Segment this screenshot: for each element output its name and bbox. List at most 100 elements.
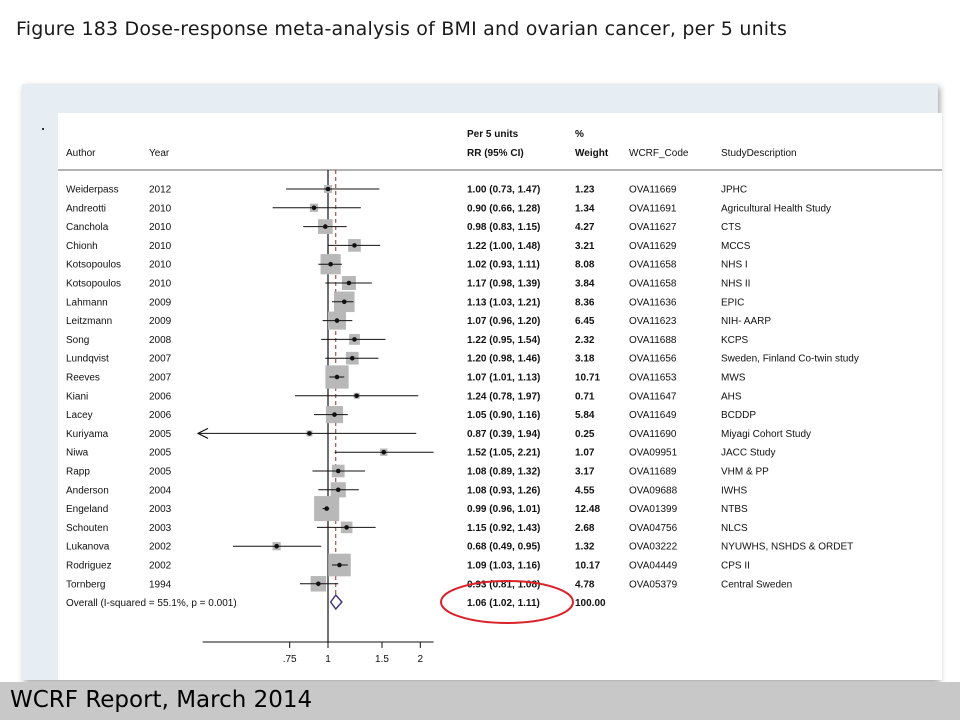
study-desc: VHM & PP — [721, 467, 769, 478]
overall-row: Overall (I-squared = 55.1%, p = 0.001) 1… — [66, 580, 606, 624]
header-weight-top: % — [575, 129, 584, 140]
study-code: OVA09688 — [629, 485, 678, 496]
study-code: OVA11690 — [629, 429, 677, 440]
study-weight: 2.32 — [575, 335, 595, 346]
study-year: 2007 — [149, 373, 172, 384]
header-desc: StudyDescription — [721, 148, 797, 159]
study-desc: NLCS — [721, 523, 748, 534]
study-weight: 0.25 — [575, 429, 595, 440]
study-code: OVA05379 — [629, 579, 678, 590]
study-desc: Agricultural Health Study — [721, 203, 831, 214]
study-desc: NYUWHS, NSHDS & ORDET — [721, 542, 853, 553]
study-rr-text: 0.99 (0.96, 1.01) — [467, 504, 540, 515]
study-year: 2010 — [149, 222, 172, 233]
study-desc: Central Sweden — [721, 579, 792, 590]
study-point — [334, 318, 340, 323]
study-desc: KCPS — [721, 335, 749, 346]
study-year: 2003 — [149, 523, 172, 534]
study-desc: Sweden, Finland Co-twin study — [721, 354, 859, 365]
study-weight: 6.45 — [575, 316, 595, 327]
study-rr-text: 0.93 (0.81, 1.08) — [467, 579, 540, 590]
study-weight: 12.48 — [575, 504, 600, 515]
x-axis: .75 1 1.5 2 — [202, 641, 434, 665]
study-point — [316, 581, 321, 587]
study-point — [335, 487, 341, 493]
study-point — [341, 299, 347, 305]
study-weight: 1.07 — [575, 448, 595, 459]
study-author: Schouten — [66, 523, 108, 534]
study-point — [324, 506, 329, 511]
study-desc: IWHS — [721, 485, 747, 496]
study-rr-text: 0.98 (0.83, 1.15) — [467, 222, 540, 233]
footer-text: WCRF Report, March 2014 — [10, 687, 313, 713]
study-point — [323, 224, 328, 229]
study-author: Leitzmann — [66, 316, 112, 327]
study-point — [354, 393, 359, 399]
study-year: 2009 — [149, 297, 172, 308]
study-rr-text: 1.00 (0.73, 1.47) — [467, 185, 540, 196]
study-author: Anderson — [66, 485, 109, 496]
study-rr-text: 1.09 (1.03, 1.16) — [467, 561, 540, 572]
study-year: 2006 — [149, 410, 172, 421]
study-code: OVA11656 — [629, 354, 677, 365]
study-author: Kotsopoulos — [66, 279, 121, 290]
study-author: Andreotti — [66, 203, 106, 214]
study-point — [332, 412, 337, 417]
study-code: OVA09951 — [629, 448, 678, 459]
study-code: OVA11647 — [629, 391, 677, 402]
study-rr-text: 1.20 (0.98, 1.46) — [467, 354, 540, 365]
study-code: OVA11649 — [629, 410, 677, 421]
study-desc: CTS — [721, 222, 741, 233]
study-point — [352, 243, 357, 248]
study-desc: NHS I — [721, 260, 748, 271]
study-year: 2007 — [149, 354, 172, 365]
study-rr-text: 0.87 (0.39, 1.94) — [467, 429, 540, 440]
study-point — [274, 543, 279, 549]
study-author: Weiderpass — [66, 185, 119, 196]
plot-area — [58, 113, 942, 680]
study-point — [349, 355, 355, 361]
study-code: OVA11669 — [629, 185, 677, 196]
study-author: Song — [66, 335, 89, 346]
study-rr-text: 1.52 (1.05, 2.21) — [467, 448, 540, 459]
study-code: OVA11623 — [629, 316, 677, 327]
study-point — [335, 468, 341, 474]
study-point — [325, 186, 331, 192]
study-rr-text: 1.22 (1.00, 1.48) — [467, 241, 540, 252]
study-desc: CPS II — [721, 561, 750, 572]
study-point — [328, 261, 333, 267]
study-rows: Weiderpass 2012 1.00 (0.73, 1.47) 1.23 OVA11… — [66, 185, 859, 591]
study-year: 2012 — [149, 185, 172, 196]
study-desc: NHS II — [721, 279, 750, 290]
highlight-ellipse — [440, 580, 574, 624]
x-tick-label: .75 — [283, 654, 297, 665]
study-desc: MCCS — [721, 241, 751, 252]
study-year: 2006 — [149, 391, 172, 402]
study-desc: NIH- AARP — [721, 316, 771, 327]
study-weight: 4.55 — [575, 485, 595, 496]
header-year: Year — [149, 148, 170, 159]
study-desc: MWS — [721, 373, 746, 384]
study-weight: 3.18 — [575, 354, 595, 365]
study-desc: JACC Study — [721, 448, 775, 459]
study-point — [337, 562, 342, 568]
study-desc: JPHC — [721, 185, 747, 196]
study-weight: 10.17 — [575, 561, 600, 572]
study-author: Engeland — [66, 504, 108, 515]
study-year: 1994 — [149, 579, 172, 590]
study-year: 2002 — [149, 542, 172, 553]
study-weight: 4.78 — [575, 579, 595, 590]
study-author: Rapp — [66, 467, 90, 478]
study-year: 2010 — [149, 260, 172, 271]
study-desc: BCDDP — [721, 410, 756, 421]
study-code: OVA11636 — [629, 297, 677, 308]
study-rr-text: 0.90 (0.66, 1.28) — [467, 203, 540, 214]
figure-title: Figure 183 Dose-response meta-analysis o… — [16, 18, 788, 40]
study-rr-text: 1.05 (0.90, 1.16) — [467, 410, 540, 421]
study-code: OVA04756 — [629, 523, 678, 534]
study-year: 2005 — [149, 448, 172, 459]
study-author: Reeves — [66, 373, 100, 384]
study-ci-arrow — [196, 427, 209, 439]
study-point — [344, 525, 349, 530]
